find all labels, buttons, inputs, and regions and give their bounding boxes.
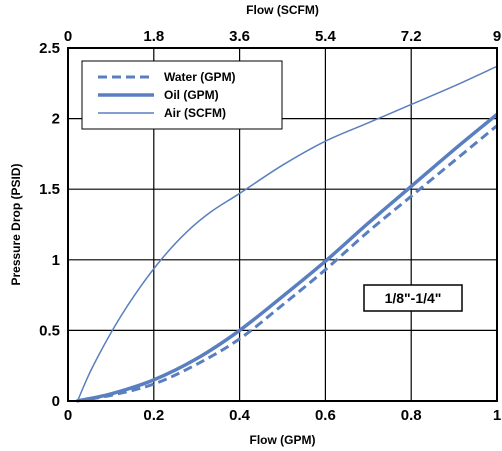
legend: Water (GPM) Oil (GPM) Air (SCFM) bbox=[81, 60, 283, 130]
annotation-box bbox=[363, 284, 463, 312]
y-tick-label: 1 bbox=[52, 252, 60, 269]
x2-tick-labels: 0 1.8 3.6 5.4 7.2 9 bbox=[64, 28, 501, 45]
plot-frame bbox=[67, 47, 498, 402]
x2-tick-label: 1.8 bbox=[143, 28, 164, 45]
y-tick-label: 0.5 bbox=[39, 322, 60, 339]
legend-label: Oil (GPM) bbox=[164, 88, 219, 102]
x2-tick-label: 3.6 bbox=[229, 28, 250, 45]
x-tick-label: 0.4 bbox=[229, 407, 251, 424]
x-axis-label: Flow (GPM) bbox=[250, 433, 316, 447]
x2-tick-label: 0 bbox=[64, 28, 72, 45]
annotation-text: 1/8"-1/4" bbox=[385, 290, 442, 306]
series-line-oil-gpm bbox=[76, 113, 499, 403]
x2-tick-label: 9 bbox=[493, 28, 501, 45]
x-tick-labels: 0 0.2 0.4 0.6 0.8 1 bbox=[64, 407, 501, 424]
y-tick-label: 0 bbox=[52, 393, 60, 410]
y-tick-label: 2 bbox=[52, 111, 60, 128]
legend-label: Air (SCFM) bbox=[164, 106, 226, 120]
legend-box bbox=[81, 60, 283, 130]
x-tick-label: 0.2 bbox=[143, 407, 164, 424]
x2-tick-label: 5.4 bbox=[315, 28, 337, 45]
y-tick-labels: 0 0.5 1 1.5 2 2.5 bbox=[39, 40, 60, 410]
x-tick-label: 0.6 bbox=[315, 407, 336, 424]
y-tick-label: 2.5 bbox=[39, 40, 60, 57]
x2-axis-label: Flow (SCFM) bbox=[246, 3, 319, 17]
x-tick-label: 0 bbox=[64, 407, 72, 424]
x-tick-label: 0.8 bbox=[401, 407, 422, 424]
x2-tick-label: 7.2 bbox=[401, 28, 422, 45]
y-axis-label: Pressure Drop (PSID) bbox=[9, 163, 23, 285]
x-tick-label: 1 bbox=[493, 407, 501, 424]
size-annotation: 1/8"-1/4" bbox=[363, 284, 463, 312]
legend-label: Water (GPM) bbox=[164, 70, 236, 84]
y-tick-label: 1.5 bbox=[39, 181, 60, 198]
series-line-water-gpm bbox=[76, 124, 498, 403]
series-layer bbox=[76, 65, 499, 403]
series-line-air-scfm bbox=[76, 65, 498, 402]
